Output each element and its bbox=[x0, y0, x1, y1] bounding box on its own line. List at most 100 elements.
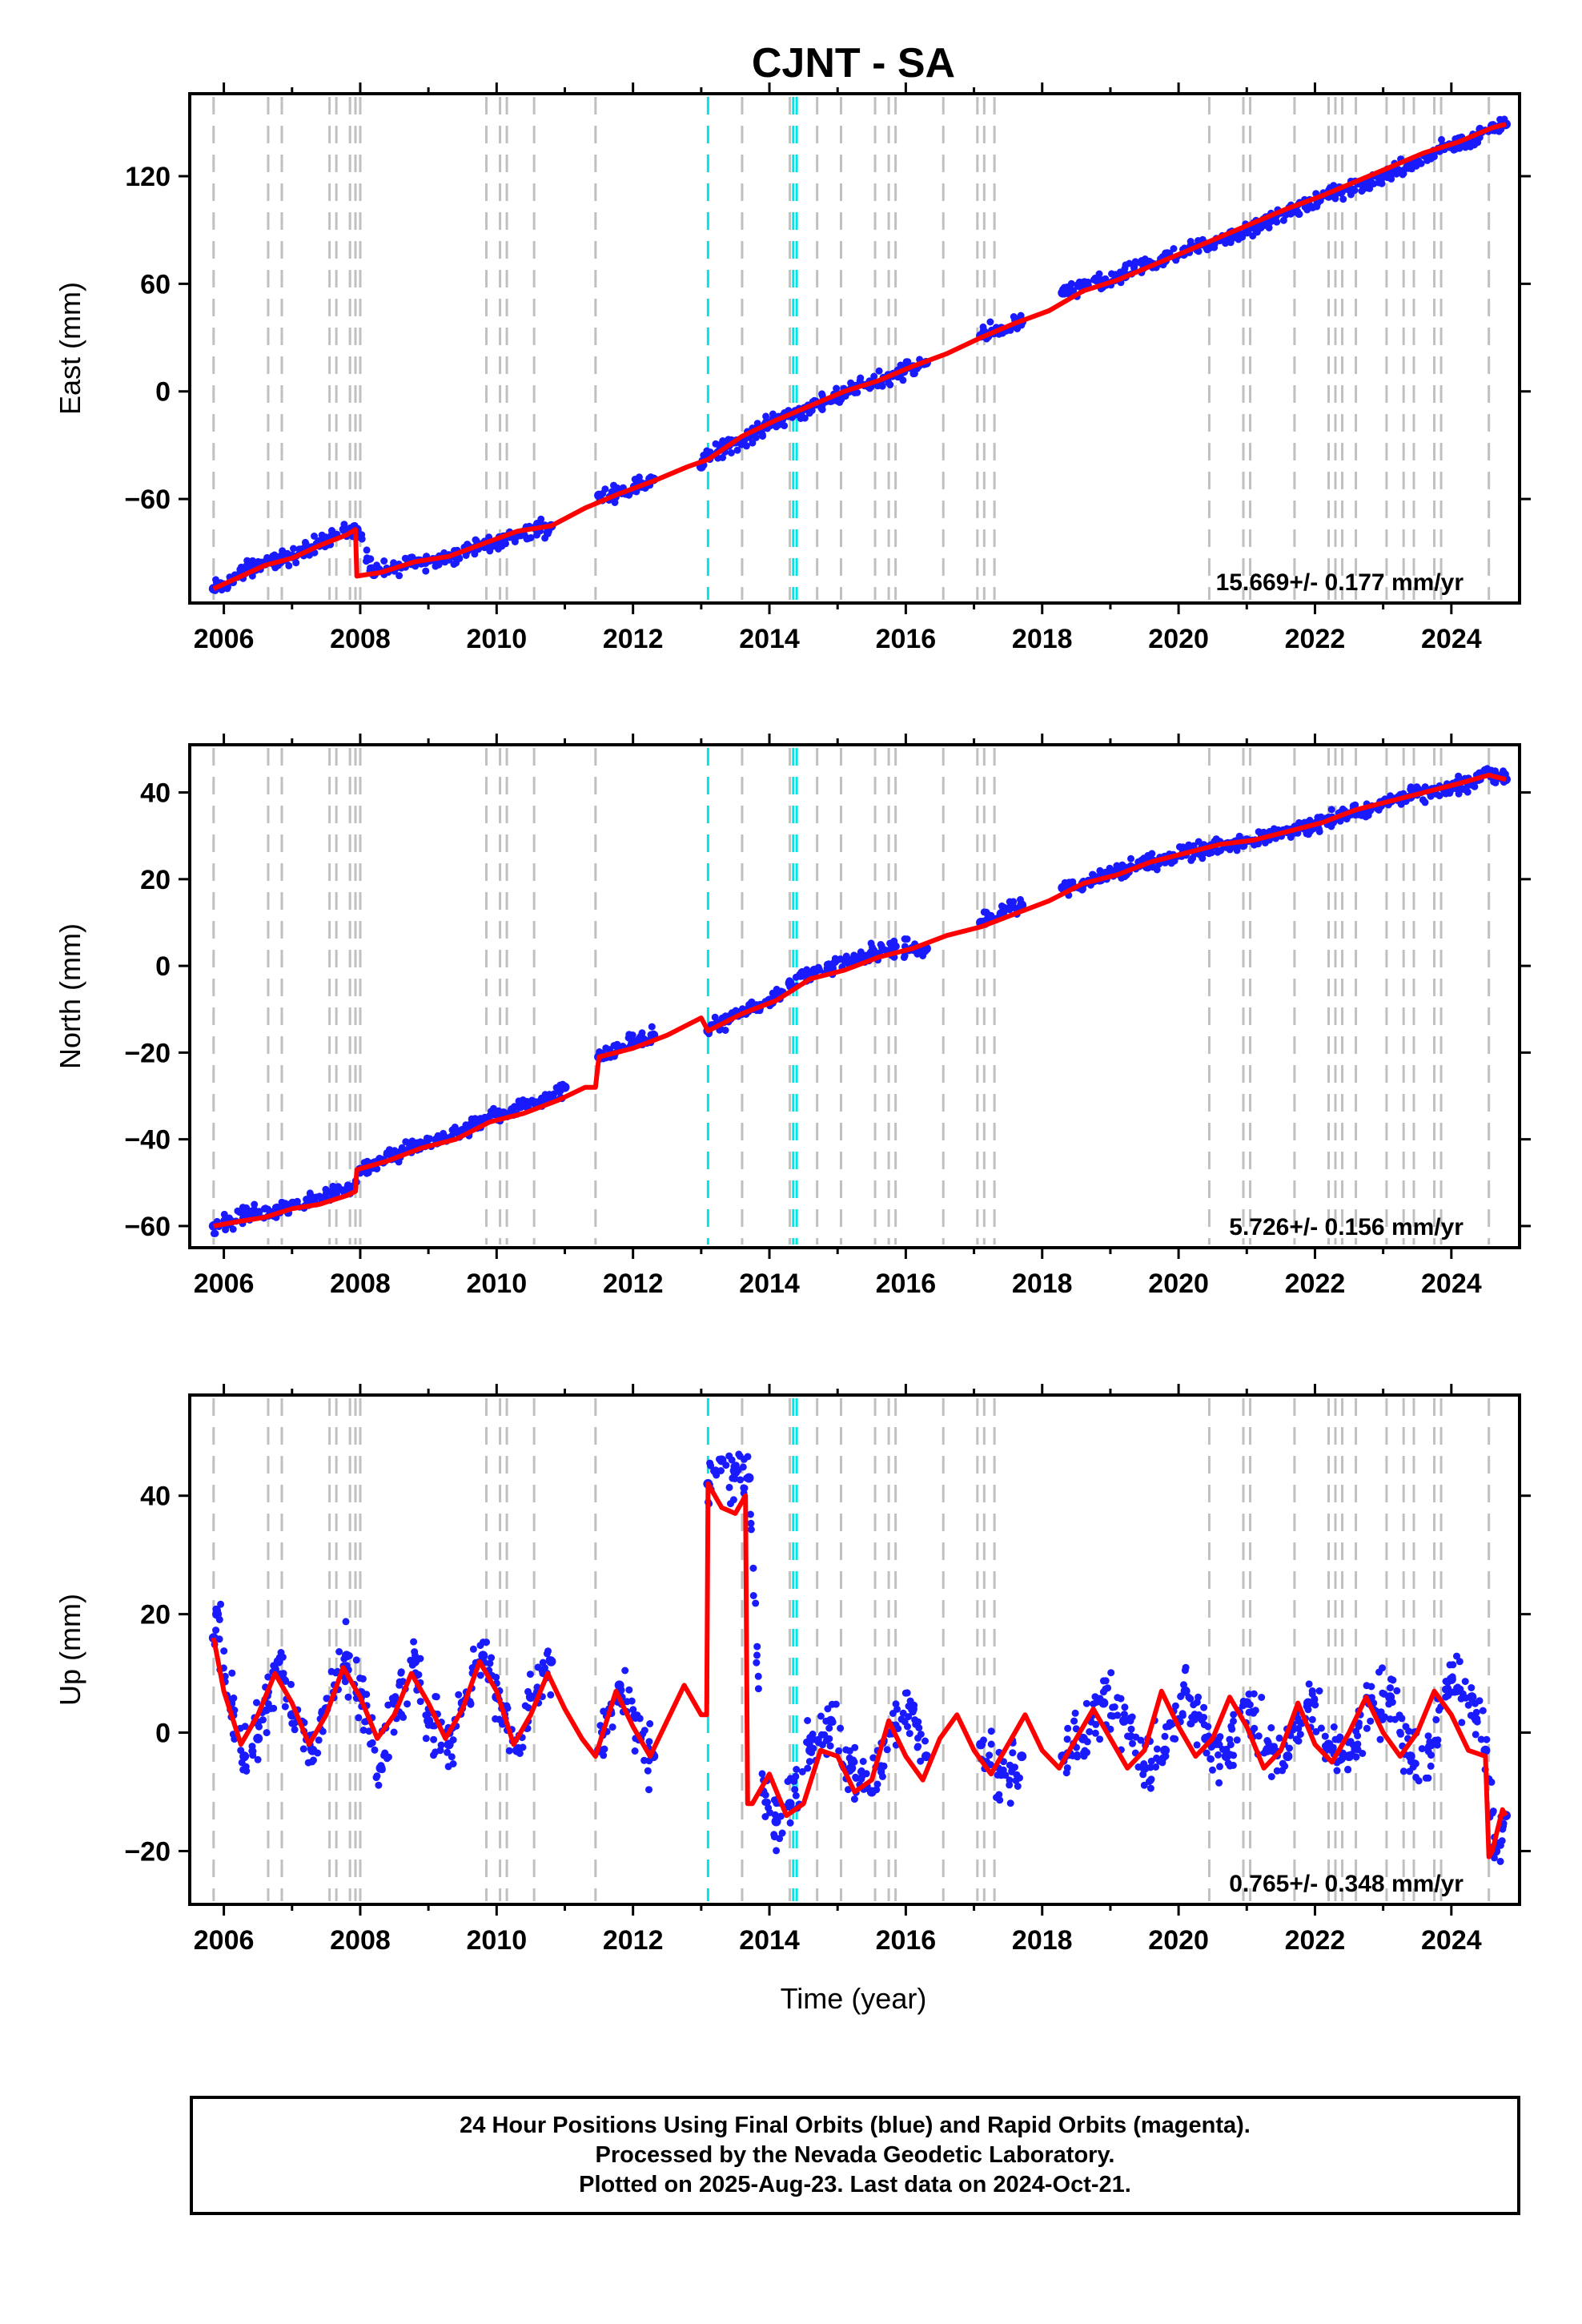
up-data-point bbox=[1283, 1751, 1293, 1762]
north-velocity-rate-label: 5.726+/- 0.156 mm/yr bbox=[1229, 1214, 1464, 1240]
up-data-point bbox=[1467, 1692, 1477, 1703]
north-data-point bbox=[519, 1100, 529, 1110]
chart-title: CJNT - SA bbox=[752, 40, 955, 86]
up-data-point bbox=[785, 1799, 795, 1809]
up-velocity-rate-label: 0.765+/- 0.348 mm/yr bbox=[1229, 1871, 1464, 1897]
up-data-point bbox=[866, 1787, 877, 1797]
up-data-point bbox=[410, 1656, 420, 1667]
east-x-tick-label: 2008 bbox=[330, 624, 391, 654]
footer-line-1: 24 Hour Positions Using Final Orbits (bl… bbox=[460, 2113, 1251, 2138]
east-plot-frame bbox=[188, 92, 1521, 605]
up-data-point bbox=[805, 1745, 816, 1755]
up-data-point bbox=[546, 1656, 556, 1667]
up-data-point bbox=[1017, 1751, 1027, 1762]
up-data-point bbox=[1098, 1698, 1109, 1708]
up-data-point bbox=[273, 1656, 283, 1667]
up-y-tick-label: 20 bbox=[140, 1600, 171, 1630]
up-data-point bbox=[478, 1651, 488, 1661]
up-data-point bbox=[253, 1733, 263, 1743]
north-daily-position-cloud bbox=[210, 765, 1509, 1237]
north-x-tick-label: 2016 bbox=[876, 1269, 937, 1299]
up-data-point bbox=[744, 1473, 754, 1483]
north-data-point bbox=[635, 1035, 645, 1045]
north-data-point bbox=[1017, 900, 1027, 911]
up-data-point bbox=[1426, 1739, 1436, 1750]
up-data-point bbox=[444, 1739, 454, 1750]
up-plot-area bbox=[208, 1398, 1511, 1901]
north-y-tick-label: 20 bbox=[140, 865, 171, 895]
up-y-tick-label: −20 bbox=[124, 1836, 171, 1867]
up-data-point bbox=[1323, 1739, 1334, 1750]
footer-line-3: Plotted on 2025-Aug-23. Last data on 202… bbox=[579, 2172, 1131, 2197]
east-data-point bbox=[1405, 160, 1415, 171]
up-panel: 2006 2008 2010 2012 2014 2016 2018 2020 2022 2024… bbox=[54, 1384, 1531, 1956]
east-x-tick-label: 2006 bbox=[194, 624, 255, 654]
north-x-tick-label: 2020 bbox=[1148, 1269, 1209, 1299]
north-data-point bbox=[785, 978, 795, 988]
up-data-point bbox=[1078, 1733, 1088, 1743]
east-model-fit-line bbox=[212, 122, 1507, 591]
up-data-point bbox=[1405, 1751, 1415, 1762]
north-x-tick-label: 2022 bbox=[1285, 1269, 1346, 1299]
north-data-point bbox=[846, 956, 857, 967]
up-data-point bbox=[1344, 1751, 1355, 1762]
north-y-tick-label: −20 bbox=[124, 1038, 171, 1068]
up-data-point bbox=[341, 1651, 351, 1661]
up-data-point bbox=[1480, 1745, 1491, 1755]
up-plot-frame bbox=[188, 1393, 1521, 1906]
up-data-point bbox=[424, 1715, 434, 1726]
north-x-tick-label: 2008 bbox=[330, 1269, 391, 1299]
east-panel: 2006 2008 2010 2012 2014 2016 2018 2020 2022 2024… bbox=[54, 82, 1531, 654]
up-data-point bbox=[907, 1703, 917, 1714]
north-x-tick-label: 2012 bbox=[603, 1269, 664, 1299]
up-data-point bbox=[375, 1763, 386, 1773]
east-y-axis-label: East (mm) bbox=[54, 282, 86, 415]
up-data-point bbox=[1262, 1745, 1272, 1755]
north-y-tick-label: 40 bbox=[140, 778, 171, 809]
up-data-point bbox=[921, 1751, 931, 1762]
up-data-point bbox=[212, 1609, 223, 1619]
east-x-tick-label: 2024 bbox=[1421, 624, 1482, 654]
footer-info-box: 24 Hour Positions Using Final Orbits (bl… bbox=[190, 2096, 1520, 2215]
north-y-axis-label: North (mm) bbox=[54, 923, 86, 1069]
east-data-point bbox=[1385, 169, 1395, 179]
east-data-point bbox=[1058, 287, 1068, 298]
east-y-tick-label: 120 bbox=[125, 162, 171, 192]
up-data-point bbox=[1160, 1745, 1170, 1755]
north-data-point bbox=[866, 947, 877, 958]
up-data-point bbox=[1446, 1674, 1456, 1684]
up-data-point bbox=[239, 1751, 250, 1762]
x-axis-label: Time (year) bbox=[781, 1982, 927, 2015]
up-x-tick-label: 2008 bbox=[330, 1925, 391, 1956]
up-x-tick-label: 2018 bbox=[1012, 1925, 1073, 1956]
east-x-tick-label: 2010 bbox=[466, 624, 527, 654]
up-data-point bbox=[771, 1816, 781, 1827]
north-x-tick-label: 2014 bbox=[739, 1269, 800, 1299]
east-daily-position-cloud bbox=[211, 115, 1509, 594]
up-data-point bbox=[1139, 1763, 1150, 1773]
north-model-fit-line bbox=[213, 772, 1507, 1228]
up-model-fit-line bbox=[211, 1481, 1508, 1860]
east-x-tick-label: 2016 bbox=[876, 624, 937, 654]
up-data-point bbox=[730, 1467, 741, 1478]
north-plot-frame bbox=[188, 743, 1521, 1249]
east-y-tick-label: 0 bbox=[155, 377, 171, 408]
east-plot-area bbox=[208, 97, 1511, 600]
up-data-point bbox=[846, 1763, 857, 1773]
east-x-tick-label: 2020 bbox=[1148, 624, 1209, 654]
north-data-point bbox=[327, 1186, 338, 1196]
up-data-point bbox=[825, 1715, 836, 1726]
north-data-point bbox=[246, 1208, 256, 1218]
up-x-tick-label: 2010 bbox=[466, 1925, 527, 1956]
north-y-tick-label: 0 bbox=[155, 951, 171, 982]
east-x-tick-label: 2018 bbox=[1012, 624, 1073, 654]
north-data-point bbox=[307, 1195, 318, 1205]
north-x-tick-label: 2010 bbox=[466, 1269, 527, 1299]
east-y-tick-label: −60 bbox=[124, 485, 171, 515]
up-data-point bbox=[1385, 1692, 1395, 1703]
up-data-point bbox=[1303, 1698, 1313, 1708]
north-y-tick-label: −40 bbox=[124, 1125, 171, 1156]
up-data-point bbox=[1118, 1715, 1129, 1726]
up-data-point bbox=[512, 1745, 522, 1755]
